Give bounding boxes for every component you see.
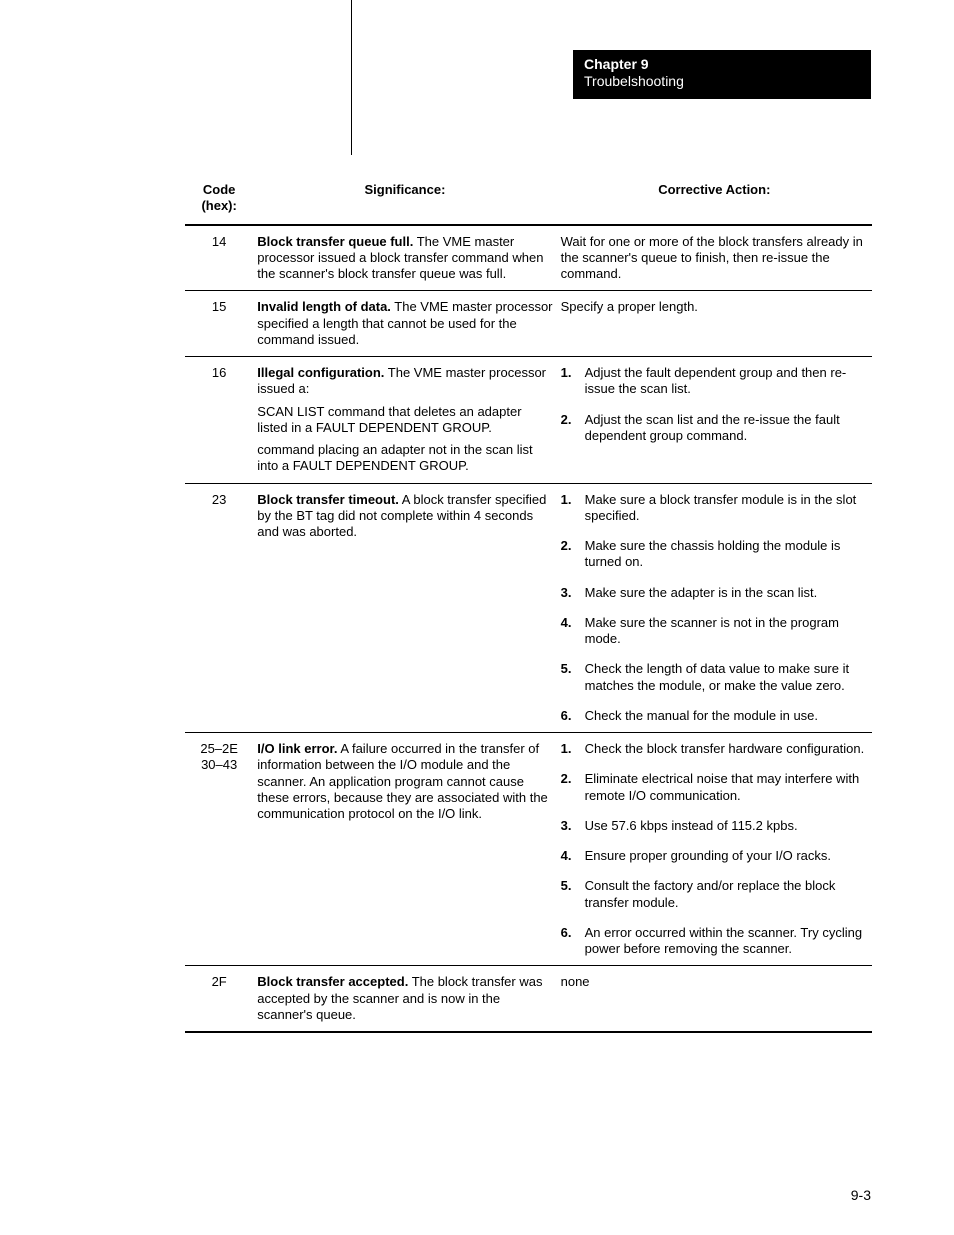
significance-bold: Block transfer timeout. xyxy=(257,492,399,507)
table-row: 14 Block transfer queue full. The VME mas… xyxy=(185,225,872,291)
action-item: Use 57.6 kbps instead of 115.2 kpbs. xyxy=(561,818,868,834)
significance-bold: Illegal configuration. xyxy=(257,365,384,380)
table-row: 2F Block transfer accepted. The block tra… xyxy=(185,966,872,1032)
action-item: Make sure the adapter is in the scan lis… xyxy=(561,585,868,601)
table-row: 23 Block transfer timeout. A block transf… xyxy=(185,483,872,733)
action-item: Make sure a block transfer module is in … xyxy=(561,492,868,525)
action-item: An error occurred within the scanner. Tr… xyxy=(561,925,868,958)
action-text: Wait for one or more of the block transf… xyxy=(561,234,863,282)
table-row: 15 Invalid length of data. The VME master… xyxy=(185,291,872,357)
significance-cell: Invalid length of data. The VME master p… xyxy=(253,291,556,357)
action-item: Check the length of data value to make s… xyxy=(561,661,868,694)
chapter-title: Chapter 9 xyxy=(584,56,860,73)
action-item: Consult the factory and/or replace the b… xyxy=(561,878,868,911)
significance-bold: Block transfer accepted. xyxy=(257,974,408,989)
significance-cell: I/O link error. A failure occurred in th… xyxy=(253,733,556,966)
action-cell: Wait for one or more of the block transf… xyxy=(557,225,872,291)
significance-block: Block transfer accepted. The block trans… xyxy=(257,974,552,1023)
action-item: Check the block transfer hardware config… xyxy=(561,741,868,757)
header-significance: Significance: xyxy=(253,182,556,225)
code-cell: 16 xyxy=(185,357,253,484)
code-value: 14 xyxy=(212,234,226,249)
action-cell: Make sure a block transfer module is in … xyxy=(557,483,872,733)
action-list: Make sure a block transfer module is in … xyxy=(561,492,868,725)
action-item: Adjust the scan list and the re-issue th… xyxy=(561,412,868,445)
significance-cell: Block transfer accepted. The block trans… xyxy=(253,966,556,1032)
code-value: 2F xyxy=(212,974,227,989)
significance-block: I/O link error. A failure occurred in th… xyxy=(257,741,552,822)
table-row: 16 Illegal configuration. The VME master … xyxy=(185,357,872,484)
significance-block: Block transfer timeout. A block transfer… xyxy=(257,492,552,541)
code-cell: 2F xyxy=(185,966,253,1032)
significance-block: Invalid length of data. The VME master p… xyxy=(257,299,552,348)
action-item: Adjust the fault dependent group and the… xyxy=(561,365,868,398)
action-item: Make sure the chassis holding the module… xyxy=(561,538,868,571)
code-cell: 14 xyxy=(185,225,253,291)
vertical-divider xyxy=(351,0,352,155)
action-item: Eliminate electrical noise that may inte… xyxy=(561,771,868,804)
action-cell: Check the block transfer hardware config… xyxy=(557,733,872,966)
table-header-row: Code (hex): Significance: Corrective Act… xyxy=(185,182,872,225)
code-value: 15 xyxy=(212,299,226,314)
header-action: Corrective Action: xyxy=(557,182,872,225)
code-value: 30–43 xyxy=(201,757,237,772)
significance-bold: Invalid length of data. xyxy=(257,299,391,314)
action-cell: Specify a proper length. xyxy=(557,291,872,357)
action-list: Check the block transfer hardware config… xyxy=(561,741,868,957)
table-row: 25–2E30–43I/O link error. A failure occu… xyxy=(185,733,872,966)
significance-block: Block transfer queue full. The VME maste… xyxy=(257,234,552,283)
significance-bold: Block transfer queue full. xyxy=(257,234,413,249)
significance-cell: Block transfer queue full. The VME maste… xyxy=(253,225,556,291)
page-number: 9-3 xyxy=(851,1187,871,1203)
action-cell: Adjust the fault dependent group and the… xyxy=(557,357,872,484)
action-item: Check the manual for the module in use. xyxy=(561,708,868,724)
code-value: 16 xyxy=(212,365,226,380)
significance-block: SCAN LIST command that deletes an adapte… xyxy=(257,404,552,437)
significance-block: Illegal configuration. The VME master pr… xyxy=(257,365,552,398)
significance-block: command placing an adapter not in the sc… xyxy=(257,442,552,475)
troubleshooting-table: Code (hex): Significance: Corrective Act… xyxy=(185,182,872,1033)
code-value: 25–2E xyxy=(200,741,238,756)
action-text: Specify a proper length. xyxy=(561,299,698,314)
action-item: Ensure proper grounding of your I/O rack… xyxy=(561,848,868,864)
document-page: Chapter 9 Troubelshooting Code (hex): Si… xyxy=(0,0,954,1235)
significance-cell: Block transfer timeout. A block transfer… xyxy=(253,483,556,733)
chapter-header-box: Chapter 9 Troubelshooting xyxy=(573,50,871,99)
code-value: 23 xyxy=(212,492,226,507)
header-code: Code (hex): xyxy=(185,182,253,225)
action-text: none xyxy=(561,974,590,989)
table-body: 14 Block transfer queue full. The VME mas… xyxy=(185,225,872,1033)
code-cell: 25–2E30–43 xyxy=(185,733,253,966)
action-cell: none xyxy=(557,966,872,1032)
code-cell: 23 xyxy=(185,483,253,733)
significance-bold: I/O link error. xyxy=(257,741,337,756)
chapter-subtitle: Troubelshooting xyxy=(584,73,860,91)
significance-cell: Illegal configuration. The VME master pr… xyxy=(253,357,556,484)
code-cell: 15 xyxy=(185,291,253,357)
action-list: Adjust the fault dependent group and the… xyxy=(561,365,868,444)
action-item: Make sure the scanner is not in the prog… xyxy=(561,615,868,648)
